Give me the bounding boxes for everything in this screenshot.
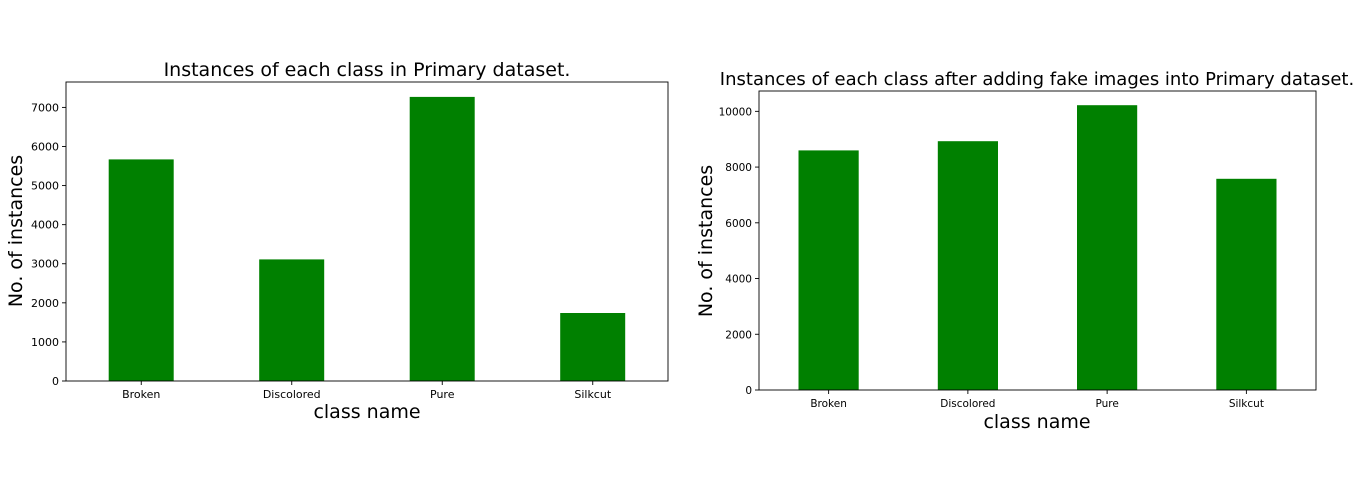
x-axis-label: class name	[313, 401, 420, 423]
x-tick-label: Silkcut	[574, 388, 611, 401]
chart-title: Instances of each class after adding fak…	[720, 69, 1354, 90]
bar-broken	[798, 150, 859, 390]
y-tick-label: 10000	[719, 106, 752, 118]
bar-silkcut	[560, 313, 626, 381]
y-tick-label: 7000	[31, 101, 59, 114]
y-tick-label: 0	[745, 385, 752, 397]
x-tick-label: Pure	[430, 388, 455, 401]
bar-discolored	[259, 259, 325, 381]
chart-augmented-dataset: Instances of each class after adding fak…	[680, 0, 1360, 479]
y-tick-label: 2000	[31, 297, 59, 310]
chart-augmented-svg: Instances of each class after adding fak…	[695, 69, 1354, 433]
y-tick-label: 2000	[725, 329, 752, 341]
bar-discolored	[937, 141, 998, 390]
x-tick-label: Silkcut	[1229, 398, 1264, 410]
y-tick-label: 6000	[725, 218, 752, 230]
chart-primary-svg: Instances of each class in Primary datas…	[5, 59, 669, 423]
chart-primary-dataset: Instances of each class in Primary datas…	[5, 59, 669, 423]
y-tick-label: 3000	[31, 258, 59, 271]
x-tick-label: Discolored	[263, 388, 321, 401]
bar-broken	[108, 159, 174, 381]
bar-pure	[409, 96, 475, 382]
y-tick-label: 4000	[725, 274, 752, 286]
x-tick-label: Broken	[122, 388, 160, 401]
y-axis-label: No. of instances	[5, 155, 27, 307]
y-tick-label: 4000	[31, 219, 59, 232]
y-tick-label: 1000	[31, 336, 59, 349]
x-tick-label: Broken	[810, 398, 847, 410]
bar-silkcut	[1216, 178, 1277, 390]
x-tick-label: Discolored	[940, 398, 995, 410]
x-tick-label: Pure	[1095, 398, 1118, 410]
plot-frame	[758, 90, 1317, 391]
bar-pure	[1077, 105, 1138, 390]
y-tick-label: 0	[52, 375, 59, 388]
y-tick-label: 6000	[31, 140, 59, 153]
y-axis-label: No. of instances	[695, 165, 717, 317]
plot-frame	[65, 81, 669, 382]
y-tick-label: 8000	[725, 162, 752, 174]
x-axis-label: class name	[983, 411, 1090, 433]
chart-title: Instances of each class in Primary datas…	[164, 59, 571, 81]
y-tick-label: 5000	[31, 180, 59, 193]
